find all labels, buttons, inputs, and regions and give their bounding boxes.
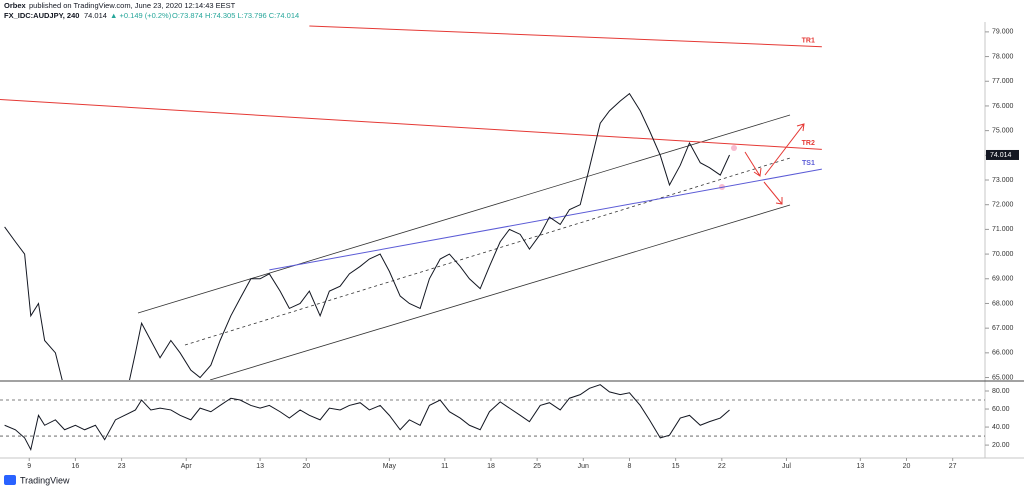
- x-tick-label: Jun: [578, 463, 589, 470]
- arrow-down: [744, 151, 762, 177]
- y-tick-label: 72.000: [992, 202, 1014, 209]
- arrow-up: [764, 123, 805, 176]
- channel-upper: [137, 114, 791, 314]
- y-tick-label: 75.000: [992, 127, 1014, 134]
- price: 74.014: [84, 11, 107, 20]
- y-tick-label: 76.000: [992, 103, 1014, 110]
- plot: [0, 25, 822, 380]
- x-tick-label: 13: [856, 463, 864, 470]
- y-tick-label: 70.000: [992, 251, 1014, 258]
- change: ▲ +0.149 (+0.2%): [110, 11, 172, 20]
- price-line: [4, 92, 730, 380]
- x-tick-label: 18: [487, 463, 495, 470]
- x-tick-label: May: [383, 463, 397, 470]
- y-tick-label: 65.000: [992, 374, 1014, 381]
- arrow-down: [763, 181, 783, 205]
- x-tick-label: 11: [441, 463, 448, 470]
- y-tick-label: 20.00: [992, 442, 1010, 449]
- x-tick-label: Apr: [181, 463, 193, 470]
- brand: TradingView: [20, 475, 70, 485]
- channel-lower: [209, 204, 791, 380]
- trend-line-label: TS1: [802, 160, 815, 167]
- author: Orbex: [4, 1, 27, 10]
- x-tick-label: 20: [903, 463, 911, 470]
- y-tick-label: 68.000: [992, 300, 1014, 307]
- trend-line: [309, 25, 822, 48]
- x-tick-label: 25: [533, 463, 541, 470]
- ohlc: O:73.874 H:74.305 L:73.796 C:74.014: [172, 11, 299, 20]
- trend-line: [269, 168, 822, 271]
- logo: [4, 475, 16, 485]
- annotations: [137, 114, 805, 380]
- x-tick-label: 23: [118, 463, 126, 470]
- y-tick-label: 78.000: [992, 53, 1014, 60]
- last-price-label: 74.014: [990, 152, 1012, 159]
- price-line: [4, 384, 730, 452]
- published: published on TradingView.com, June 23, 2…: [29, 1, 236, 10]
- y-tick-label: 60.00: [992, 406, 1010, 413]
- y-tick-label: 71.000: [992, 226, 1014, 233]
- y-tick-label: 69.000: [992, 276, 1014, 283]
- y-tick-label: 66.000: [992, 350, 1014, 357]
- trend-line-label: TR2: [802, 140, 815, 147]
- x-tick-label: Jul: [782, 463, 791, 470]
- x-tick-label: 8: [628, 463, 632, 470]
- logo-mark: [4, 475, 16, 485]
- symbol: FX_IDC:AUDJPY, 240: [4, 11, 79, 20]
- x-tick-label: 20: [302, 463, 310, 470]
- y-tick-label: 73.000: [992, 177, 1014, 184]
- x-tick-label: 22: [718, 463, 726, 470]
- x-tick-label: 27: [949, 463, 957, 470]
- marker: [731, 145, 737, 151]
- trend-line: [0, 99, 822, 150]
- y-tick-label: 77.000: [992, 78, 1014, 85]
- trend-line-label: TR1: [802, 38, 815, 45]
- last-price-box: [986, 149, 1019, 160]
- y-tick-label: 80.00: [992, 388, 1010, 395]
- x-tick-label: 15: [672, 463, 680, 470]
- plot: [4, 384, 730, 452]
- y-tick-label: 67.000: [992, 325, 1014, 332]
- x-tick-label: 13: [256, 463, 264, 470]
- x-tick-label: 16: [72, 463, 80, 470]
- y-tick-label: 79.000: [992, 29, 1014, 36]
- x-tick-label: 9: [27, 463, 31, 470]
- y-tick-label: 40.00: [992, 424, 1010, 431]
